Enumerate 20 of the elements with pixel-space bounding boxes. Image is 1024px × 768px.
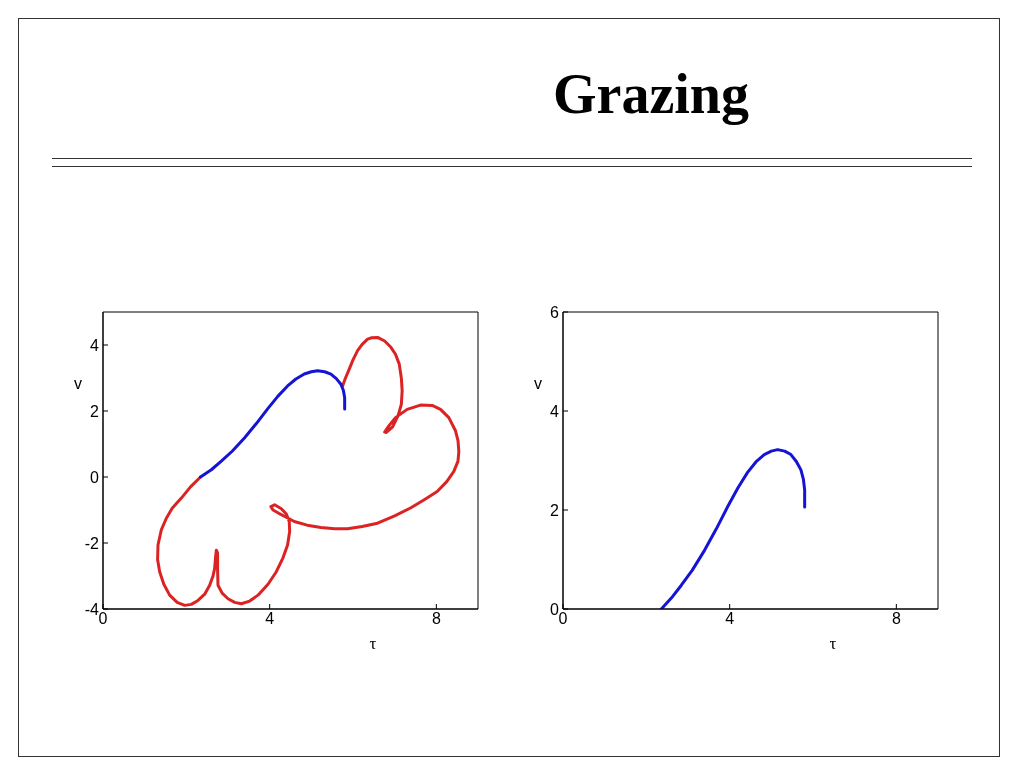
y-tick-label: -2 [84, 534, 100, 552]
y-tick-label: 2 [90, 402, 100, 420]
x-tick-label: 8 [891, 610, 901, 628]
y-axis-title: v [74, 374, 82, 392]
y-tick-label: 6 [550, 303, 560, 321]
x-tick-label: 8 [431, 610, 441, 628]
y-tick-label: 4 [550, 402, 560, 420]
chart-title: Grazing [552, 62, 750, 126]
y-tick-label: -4 [84, 600, 100, 618]
x-tick-label: 4 [265, 610, 275, 628]
y-tick-label: 4 [90, 336, 100, 354]
x-tick-label: 4 [725, 610, 735, 628]
x-axis-title: τ [369, 633, 377, 653]
line-series [156, 335, 461, 607]
line-series [659, 448, 807, 609]
x-axis-title: τ [829, 633, 837, 653]
y-tick-label: 0 [90, 468, 100, 486]
y-axis-title: v [534, 374, 542, 392]
y-tick-label: 2 [550, 501, 560, 519]
line-series [199, 369, 347, 479]
